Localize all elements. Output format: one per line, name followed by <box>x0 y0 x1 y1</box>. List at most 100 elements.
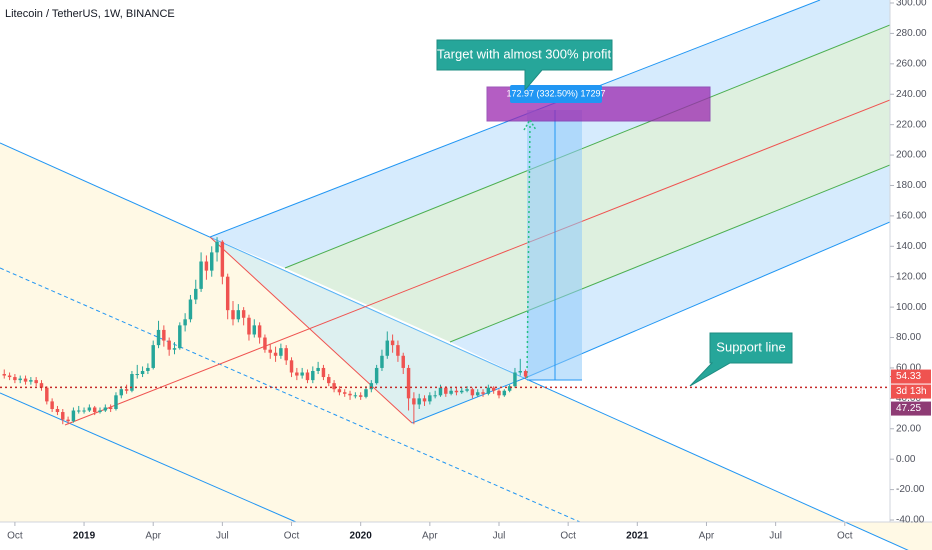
countdown-label: 3d 13h <box>896 386 927 397</box>
candle-body <box>146 367 150 371</box>
candle-body <box>34 380 38 384</box>
candle-body <box>103 407 108 411</box>
candle-body <box>406 367 411 399</box>
candle-body <box>252 325 257 335</box>
candle-body <box>204 261 209 271</box>
fork-triangle <box>210 237 525 423</box>
fork-median <box>64 99 891 426</box>
candle-body <box>364 389 368 397</box>
candle-body <box>257 325 262 338</box>
candle-body <box>327 377 331 384</box>
candle-body <box>66 419 70 422</box>
x-tick-label: Apr <box>145 531 161 542</box>
candle-body <box>162 329 166 341</box>
candle-body <box>13 377 17 381</box>
candle-body <box>507 386 512 391</box>
candle-body <box>385 340 390 356</box>
y-tick-label: 0.00 <box>896 454 916 465</box>
fork-green-upper <box>284 24 891 269</box>
x-tick-label: Jul <box>493 531 506 542</box>
candle-body <box>438 387 443 396</box>
candle-body <box>401 355 405 368</box>
candle-body <box>209 252 214 271</box>
candle-body <box>289 360 294 373</box>
candle-body <box>481 392 485 394</box>
candle-body <box>183 319 187 326</box>
candle-body <box>172 348 177 350</box>
y-tick-label: 60.00 <box>896 363 921 374</box>
candle-body <box>7 375 12 378</box>
candle-body <box>114 395 118 409</box>
candle-body <box>470 389 475 396</box>
candle-body <box>82 410 86 412</box>
candle-body <box>518 370 523 373</box>
measure-label: 172.97 (332.50%) 17297 <box>506 88 605 98</box>
y-tick-label: -20.00 <box>896 484 925 495</box>
candle-body <box>300 372 304 376</box>
candle-body <box>231 310 235 320</box>
y-tick-label: 200.00 <box>896 150 927 161</box>
x-tick-label: 2020 <box>350 531 373 542</box>
candle-body <box>167 340 171 350</box>
x-tick-label: Oct <box>837 531 853 542</box>
candle-body <box>247 317 251 335</box>
x-tick-label: Oct <box>284 531 300 542</box>
countdown-box <box>891 384 931 399</box>
y-tick-label: 240.00 <box>896 89 927 100</box>
candle-body <box>194 288 198 300</box>
candle-body <box>225 276 230 311</box>
candle-body <box>39 383 44 388</box>
support-callout-text: Support line <box>716 339 785 354</box>
fork-middle-fill <box>285 25 890 342</box>
candle-body <box>433 395 437 397</box>
candle-body <box>124 389 129 391</box>
fork-lower <box>524 221 891 379</box>
candle-body <box>199 261 203 289</box>
candle-body <box>108 407 113 409</box>
candle-body <box>284 348 288 361</box>
candle-body <box>71 410 76 422</box>
candle-body <box>348 393 352 396</box>
candle-body <box>374 367 379 384</box>
candle-body <box>295 372 299 376</box>
y-tick-label: -40.00 <box>896 515 925 526</box>
candle-body <box>220 241 225 277</box>
candle-body <box>45 387 49 402</box>
candle-body <box>444 387 448 394</box>
candle-body <box>236 310 241 320</box>
candle-body <box>98 410 102 413</box>
candle-body <box>92 407 97 413</box>
candle-body <box>513 372 517 387</box>
candle-body <box>23 378 28 382</box>
candle-body <box>268 349 272 353</box>
candle-body <box>422 398 427 402</box>
candles <box>2 237 528 425</box>
candle-body <box>130 374 134 391</box>
candle-body <box>449 390 453 394</box>
channel-lower <box>0 392 297 523</box>
x-tick-label: 2021 <box>626 531 649 542</box>
x-tick-label: Jul <box>216 531 229 542</box>
candle-body <box>2 374 6 376</box>
candle-body <box>55 408 60 413</box>
y-tick-label: 280.00 <box>896 28 927 39</box>
level-box <box>891 401 931 416</box>
y-tick-label: 140.00 <box>896 241 927 252</box>
last-price-box <box>891 369 931 384</box>
candle-body <box>263 337 267 350</box>
candle-body <box>523 370 528 377</box>
candle-body <box>353 395 358 397</box>
candle-body <box>465 389 469 391</box>
candle-body <box>151 345 155 368</box>
candle-body <box>156 329 161 346</box>
channel-fill <box>0 143 932 550</box>
candle-body <box>241 310 246 318</box>
candle-body <box>491 387 496 391</box>
channel-upper <box>0 142 909 550</box>
y-tick-label: 300.00 <box>896 0 927 9</box>
y-tick-label: 80.00 <box>896 332 921 343</box>
x-tick-label: Apr <box>699 531 715 542</box>
fork-handle <box>209 236 413 424</box>
candle-body <box>358 395 363 397</box>
